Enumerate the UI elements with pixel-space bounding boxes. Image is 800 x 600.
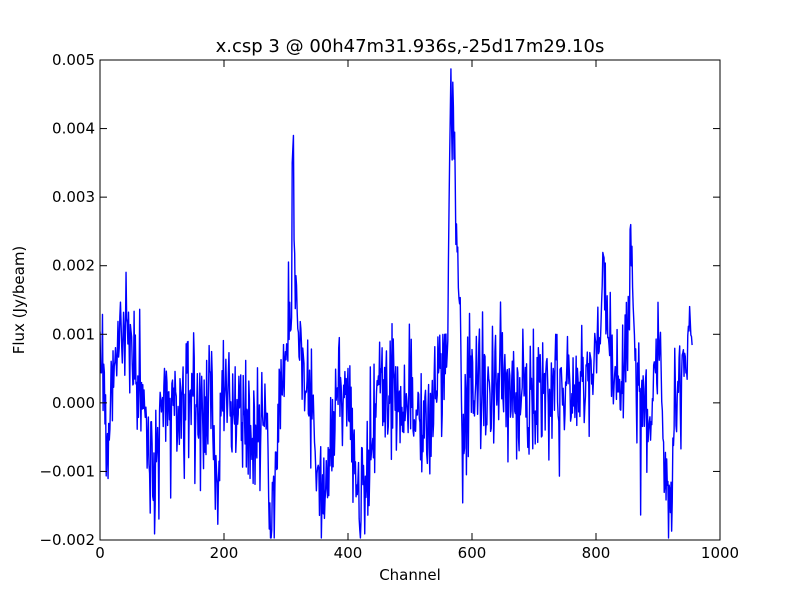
x-axis-label: Channel xyxy=(379,566,441,584)
spectrum-line xyxy=(100,68,693,539)
y-tick-label: −0.002 xyxy=(39,531,95,549)
series-layer xyxy=(100,68,693,539)
x-tick-label: 800 xyxy=(582,544,611,562)
tick-labels-layer: 0 200 400 600 800 1000 −0.002 −0.001 0.000 0.001 0… xyxy=(39,51,739,562)
y-tick-label: 0.004 xyxy=(52,120,95,138)
y-tick-label: 0.003 xyxy=(52,188,95,206)
y-tick-label: 0.005 xyxy=(52,51,95,69)
x-tick-label: 1000 xyxy=(701,544,739,562)
ticks-layer xyxy=(99,59,721,541)
x-tick-label: 200 xyxy=(210,544,239,562)
y-tick-label: 0.002 xyxy=(52,257,95,275)
chart-title: x.csp 3 @ 00h47m31.936s,-25d17m29.10s xyxy=(216,36,605,57)
x-tick-label: 600 xyxy=(458,544,487,562)
y-tick-label: −0.001 xyxy=(39,462,95,480)
y-axis-label: Flux (Jy/beam) xyxy=(10,246,28,355)
plot-area-background xyxy=(100,60,720,540)
plot-frame xyxy=(99,59,721,541)
y-tick-label: 0.000 xyxy=(52,394,95,412)
x-tick-label: 400 xyxy=(334,544,363,562)
x-tick-label: 0 xyxy=(95,544,105,562)
y-tick-label: 0.001 xyxy=(52,325,95,343)
